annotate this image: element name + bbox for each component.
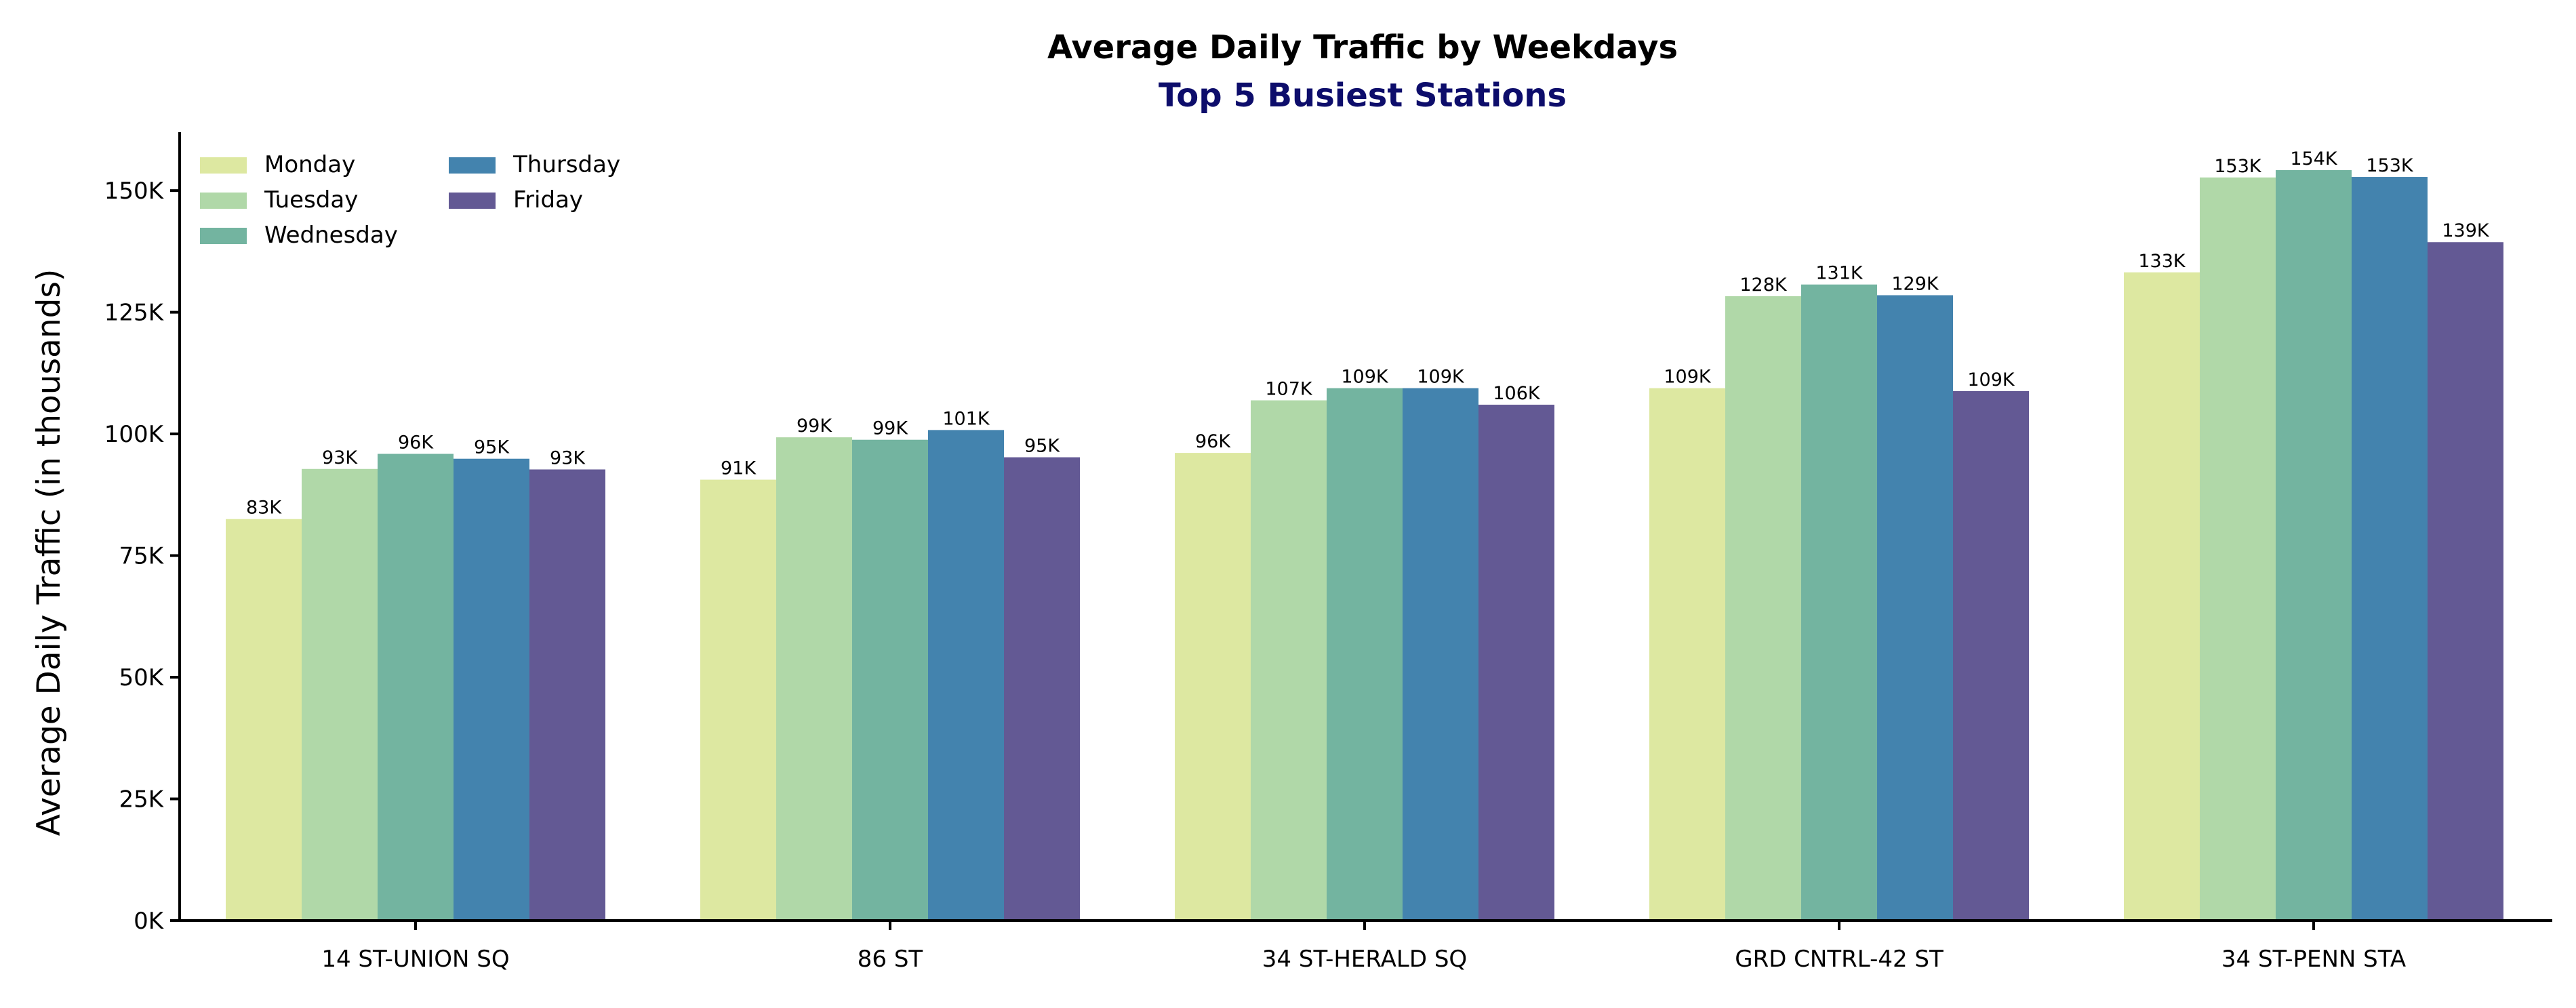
data-label: 131K xyxy=(1815,263,1864,284)
legend-swatch-thursday xyxy=(449,157,496,174)
data-label: 109K xyxy=(1967,369,2015,390)
data-label: 83K xyxy=(246,498,282,519)
data-label: 109K xyxy=(1664,367,1712,388)
bar-friday-4 xyxy=(2428,242,2503,921)
data-label: 153K xyxy=(2366,155,2414,176)
bar-tuesday-3 xyxy=(1725,296,1801,921)
legend-label-tuesday: Tuesday xyxy=(264,186,358,214)
data-label: 128K xyxy=(1739,275,1788,296)
bar-monday-1 xyxy=(700,479,776,921)
bar-tuesday-4 xyxy=(2200,177,2276,921)
legend-swatch-monday xyxy=(200,157,247,174)
bar-friday-1 xyxy=(1004,457,1080,921)
bar-thursday-0 xyxy=(454,458,529,921)
x-tick-label: 86 ST xyxy=(858,946,923,973)
y-tick-label: 25K xyxy=(119,786,164,813)
y-tick-label: 50K xyxy=(119,664,164,691)
data-label: 106K xyxy=(1493,383,1541,404)
legend-swatch-friday xyxy=(449,193,496,209)
data-label: 154K xyxy=(2290,148,2338,169)
legend-swatch-tuesday xyxy=(200,193,247,209)
data-label: 109K xyxy=(1341,367,1389,388)
data-labels-layer: 83K 93K 96K 95K 93K 91K 99K 99K 101K 95K 96K 107K 10… xyxy=(246,148,2490,519)
bar-monday-0 xyxy=(226,519,302,921)
data-label: 93K xyxy=(550,448,586,469)
data-label: 91K xyxy=(721,458,757,479)
data-label: 96K xyxy=(1195,431,1231,452)
legend-swatch-wednesday xyxy=(200,228,247,244)
bar-monday-3 xyxy=(1649,388,1725,921)
data-label: 99K xyxy=(872,418,908,439)
chart-title: Average Daily Traffic by Weekdays xyxy=(1047,28,1678,66)
bar-monday-4 xyxy=(2124,272,2200,921)
x-tick-label: GRD CNTRL-42 ST xyxy=(1735,946,1944,973)
legend: Monday Tuesday Wednesday Thursday Friday xyxy=(200,151,620,249)
bar-tuesday-0 xyxy=(302,468,378,921)
bar-wednesday-3 xyxy=(1801,284,1877,921)
y-tick-label: 0K xyxy=(134,908,165,935)
data-label: 107K xyxy=(1265,379,1313,400)
y-tick-label: 125K xyxy=(104,300,165,327)
bar-wednesday-2 xyxy=(1327,388,1403,921)
data-label: 99K xyxy=(797,416,832,437)
data-label: 95K xyxy=(1024,436,1060,457)
y-tick-label: 75K xyxy=(119,543,164,570)
bar-wednesday-1 xyxy=(852,439,928,921)
data-label: 133K xyxy=(2138,251,2186,272)
chart-subtitle: Top 5 Busiest Stations xyxy=(1159,77,1567,115)
bar-tuesday-1 xyxy=(776,437,852,921)
data-label: 96K xyxy=(398,432,434,453)
bar-friday-3 xyxy=(1953,390,2029,921)
legend-label-wednesday: Wednesday xyxy=(264,222,398,249)
axes-layer: 0K 25K 50K 75K 100K 125K 150K 14 ST-UNION SQ 86 … xyxy=(104,132,2552,973)
bar-tuesday-2 xyxy=(1251,400,1327,921)
bar-monday-2 xyxy=(1175,453,1251,921)
legend-label-friday: Friday xyxy=(513,186,583,214)
data-label: 129K xyxy=(1891,273,1939,294)
bar-thursday-2 xyxy=(1403,388,1478,921)
data-label: 153K xyxy=(2214,156,2262,177)
data-label: 95K xyxy=(474,437,510,458)
data-label: 101K xyxy=(942,408,990,429)
bar-wednesday-0 xyxy=(378,453,454,921)
legend-label-monday: Monday xyxy=(264,151,355,178)
data-label: 139K xyxy=(2442,220,2490,241)
x-tick-label: 34 ST-PENN STA xyxy=(2221,946,2406,973)
y-tick-label: 150K xyxy=(104,178,165,205)
y-axis-label: Average Daily Traffic (in thousands) xyxy=(31,269,68,836)
bar-friday-0 xyxy=(529,469,605,921)
bars-layer xyxy=(226,169,2503,921)
legend-label-thursday: Thursday xyxy=(512,151,620,178)
data-label: 109K xyxy=(1417,367,1465,388)
y-tick-label: 100K xyxy=(104,421,165,448)
bar-thursday-4 xyxy=(2352,177,2428,921)
bar-thursday-3 xyxy=(1877,295,1953,921)
bar-thursday-1 xyxy=(928,430,1004,921)
x-tick-label: 34 ST-HERALD SQ xyxy=(1262,946,1467,973)
data-label: 93K xyxy=(322,447,358,468)
bar-wednesday-4 xyxy=(2276,169,2352,921)
x-tick-label: 14 ST-UNION SQ xyxy=(321,946,509,973)
bar-friday-2 xyxy=(1478,405,1554,921)
